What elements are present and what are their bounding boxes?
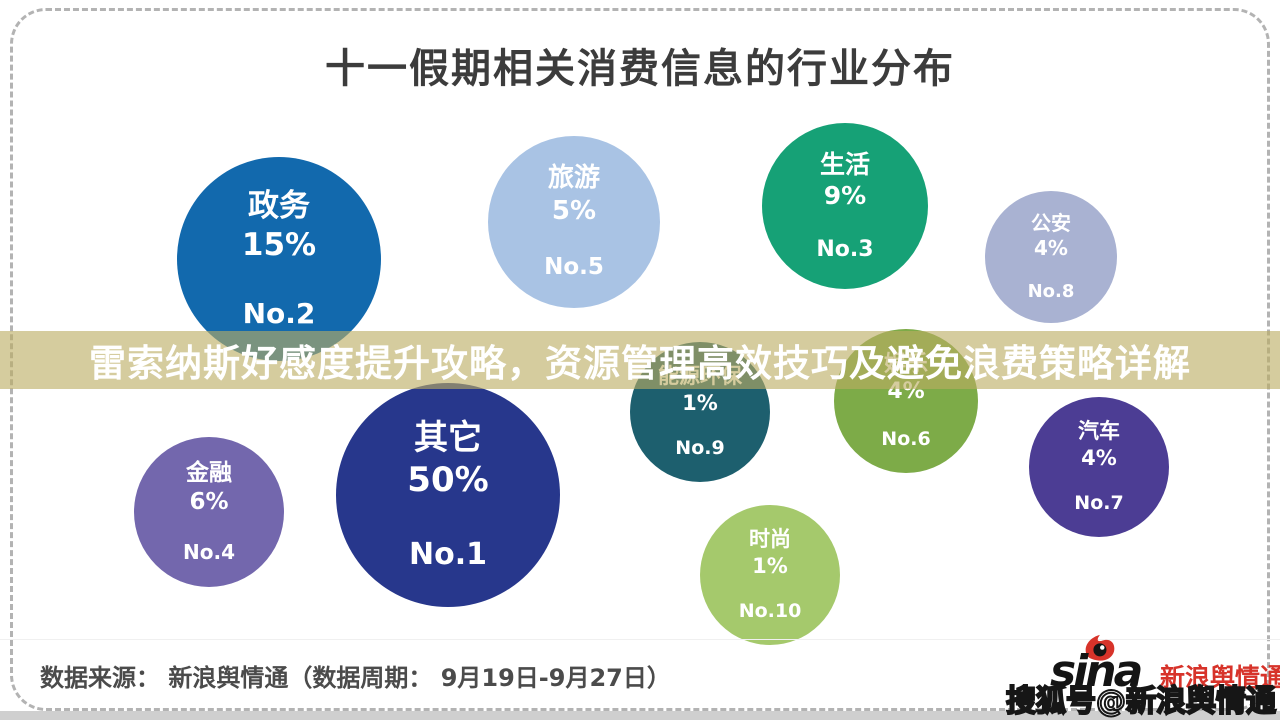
bubble-No.2: 政务 15% No.2	[177, 157, 381, 361]
bubble-rank: No.5	[544, 254, 604, 281]
headline-banner-text: 雷索纳斯好感度提升攻略，资源管理高效技巧及避免浪费策略详解	[89, 342, 1191, 385]
bubble-No.1: 其它 50% No.1	[336, 383, 560, 607]
sina-flame-eye-icon	[1085, 634, 1115, 661]
sina-logo: sina 新浪舆情通	[1050, 634, 1280, 704]
bubble-No.5: 旅游 5% No.5	[488, 136, 660, 308]
bubble-label: 政务	[248, 188, 310, 225]
bottom-shadow-strip	[0, 711, 1280, 720]
bubble-label: 旅游	[547, 163, 600, 194]
footer-divider	[0, 639, 1280, 640]
bubble-label: 公安	[1031, 210, 1071, 235]
sina-brand-name: 新浪舆情通	[1160, 663, 1280, 692]
bubble-percent: 5%	[551, 195, 597, 226]
bubble-rank: No.3	[816, 237, 874, 262]
bubble-percent: 9%	[823, 180, 867, 210]
bubble-percent: 50%	[407, 460, 489, 501]
bubble-No.10: 时尚 1% No.10	[700, 505, 840, 645]
bubble-rank: No.10	[738, 599, 802, 622]
bubble-rank: No.2	[242, 296, 316, 330]
sohu-watermark: 搜狐号@新浪舆情通	[1005, 683, 1277, 720]
bubble-rank: No.9	[675, 436, 725, 459]
bubble-label: 金融	[186, 460, 232, 487]
bubble-percent: 4%	[1034, 235, 1068, 260]
bubble-No.7: 汽车 4% No.7	[1029, 397, 1169, 537]
bubble-percent: 1%	[682, 390, 718, 415]
bubble-No.3: 生活 9% No.3	[762, 123, 928, 289]
bubble-label: 汽车	[1078, 419, 1120, 444]
bubble-label: 时尚	[749, 527, 791, 552]
headline-banner-overlay: 雷索纳斯好感度提升攻略，资源管理高效技巧及避免浪费策略详解	[0, 331, 1280, 389]
bubble-label: 其它	[414, 417, 482, 458]
data-source-note: 数据来源： 新浪舆情通（数据周期： 9月19日-9月27日）	[40, 664, 671, 692]
bubble-percent: 15%	[241, 227, 317, 263]
bubble-rank: No.8	[1027, 280, 1075, 302]
bubble-percent: 1%	[752, 553, 788, 578]
bubble-percent: 4%	[1081, 445, 1117, 470]
sina-wordmark: sina	[1050, 646, 1143, 697]
bubble-rank: No.1	[409, 536, 487, 572]
page-title: 十一假期相关消费信息的行业分布	[325, 46, 955, 92]
bubble-label: 生活	[819, 149, 870, 179]
bubble-rank: No.4	[183, 539, 235, 564]
bubble-percent: 6%	[189, 489, 229, 515]
bubble-rank: No.6	[881, 427, 931, 450]
bubble-No.8: 公安 4% No.8	[985, 191, 1117, 323]
bubble-rank: No.7	[1074, 491, 1124, 514]
bubble-No.4: 金融 6% No.4	[134, 437, 284, 587]
